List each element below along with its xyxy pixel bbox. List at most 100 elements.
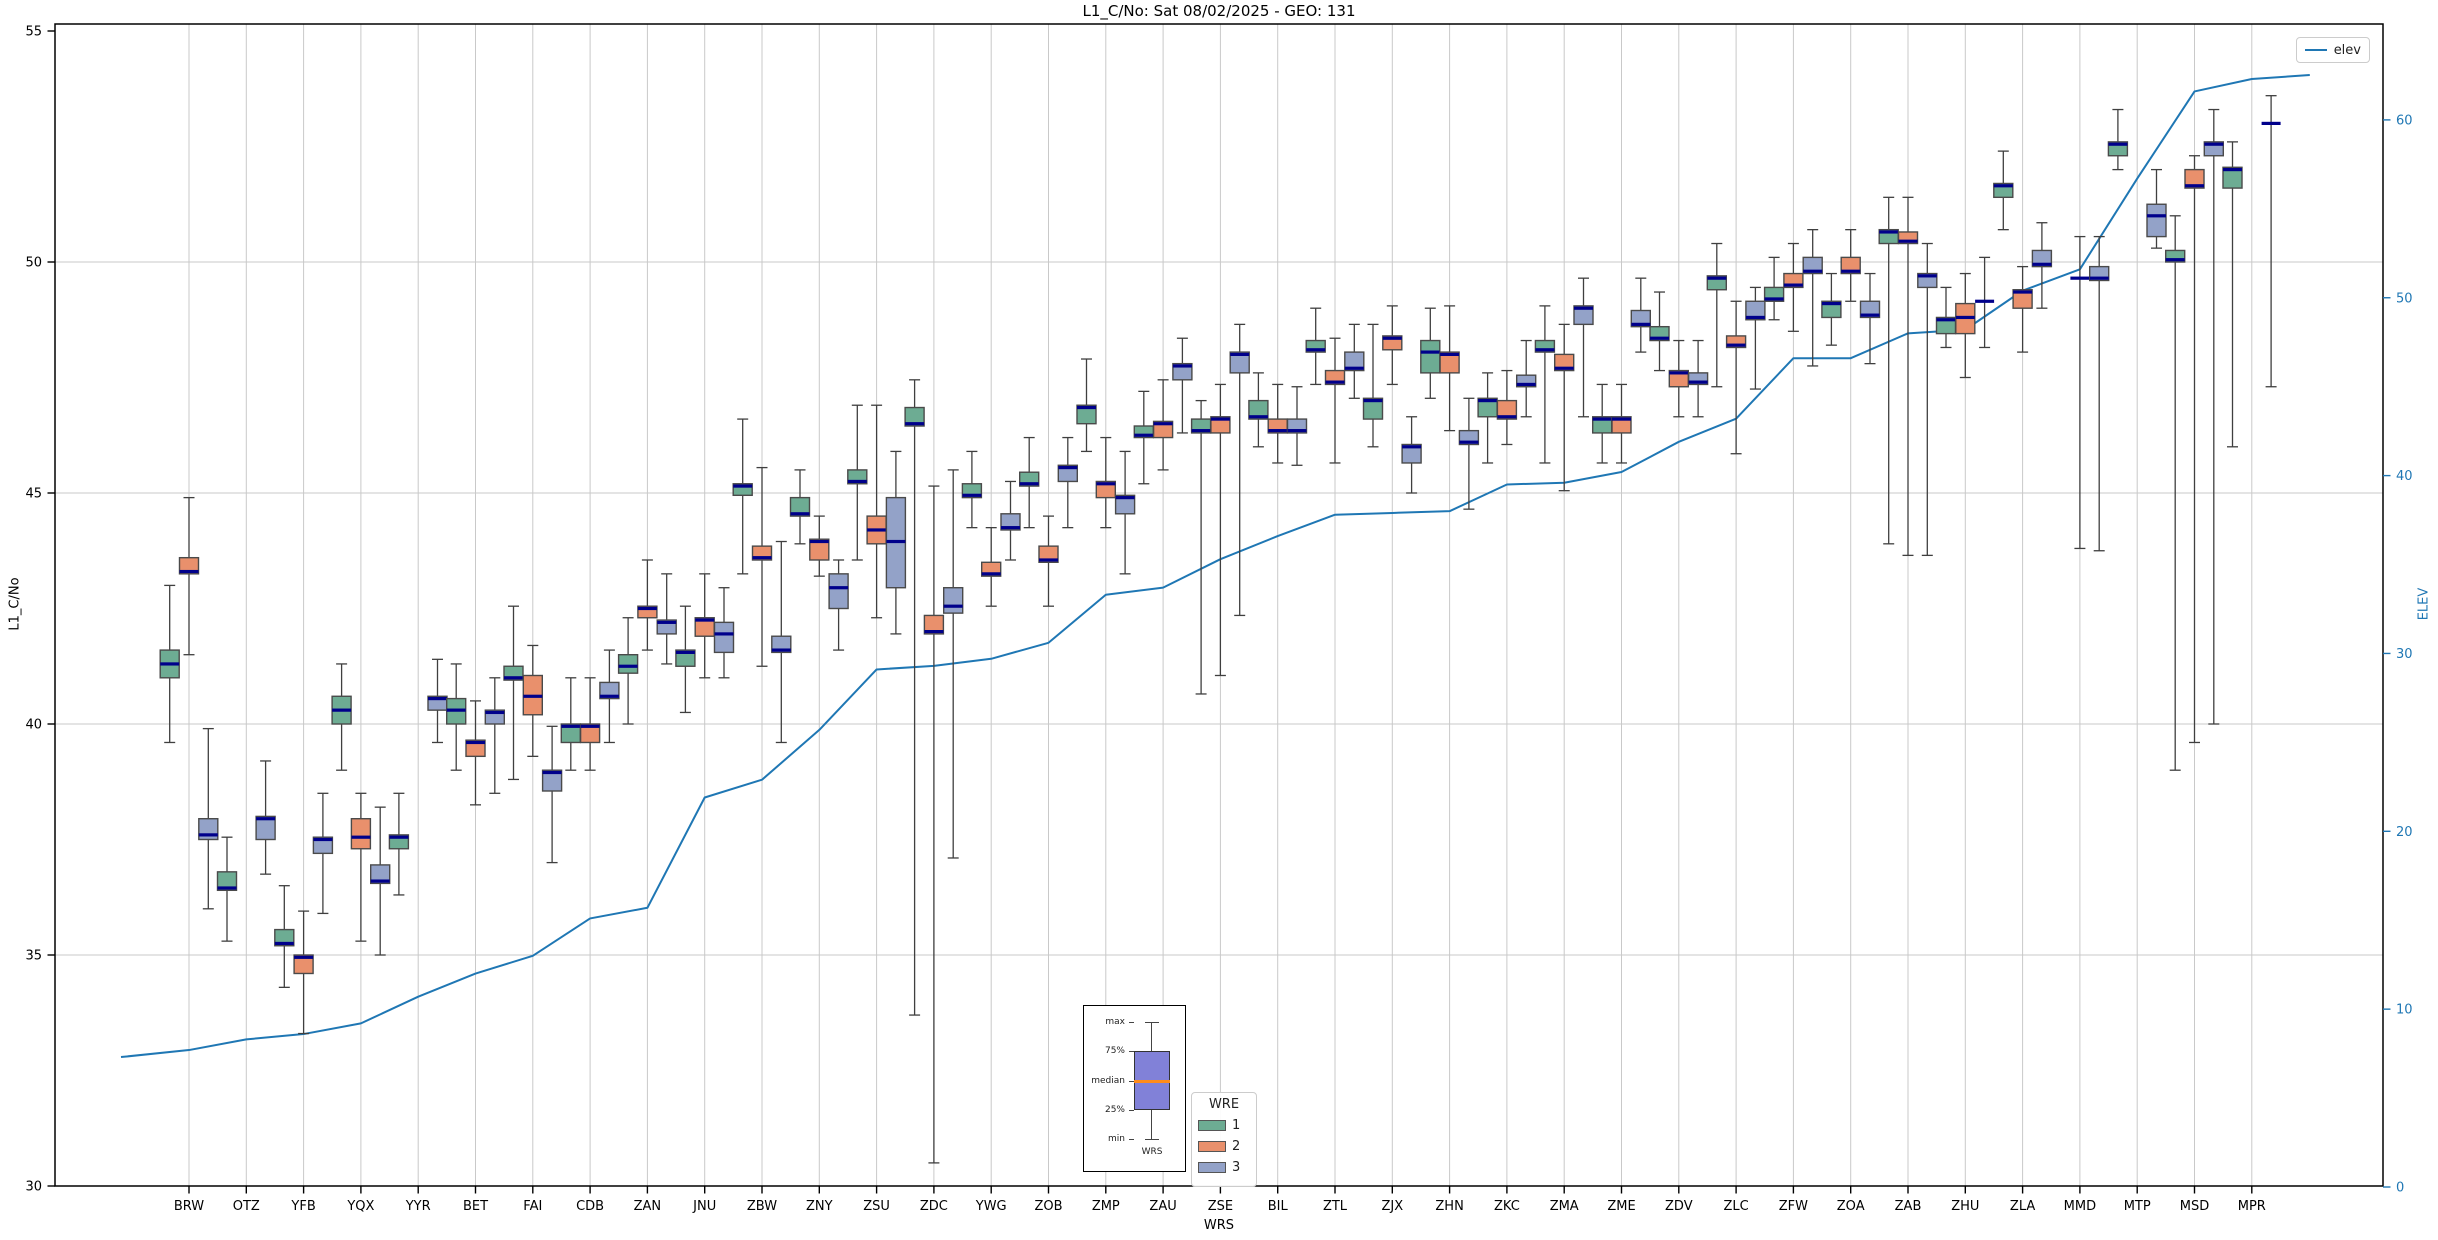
median-line [1879,230,1899,234]
elev-legend-label: elev [2333,42,2361,58]
x-tick-label-ZFW: ZFW [1779,1199,1808,1214]
median-line [580,724,600,728]
median-line [2089,276,2109,280]
median-line [2070,276,2090,280]
wre-legend-item-1[interactable]: 1 [1198,1118,1250,1133]
median-line [1707,276,1727,280]
x-tick-label-YYR: YYR [405,1199,431,1214]
inset-median-line [1134,1080,1170,1083]
box-wre-3-CDB [599,681,620,700]
median-line [1783,283,1803,287]
wre-item-label: 3 [1232,1160,1241,1175]
median-line [657,620,677,624]
box-wre-2-ZLC [1725,335,1747,349]
median-line [790,512,810,516]
box-wre-1-ZHN [1420,339,1441,374]
median-line [1440,352,1460,356]
box-wre-3-FAI [541,769,563,792]
x-tick-label-ZME: ZME [1607,1199,1635,1214]
median-line [1019,482,1039,486]
elev-legend[interactable]: elev [2296,37,2370,63]
median-line [428,696,447,701]
median-line [599,694,619,698]
box-wre-3-ZOB [1057,464,1079,483]
median-line [2165,258,2185,262]
median-line [217,886,237,890]
median-line [771,648,791,652]
median-line [829,586,849,590]
box-wre-3-YFB [312,836,334,855]
median-line [962,493,982,497]
median-line [1402,445,1422,449]
box-wre-2-BRW [178,556,200,575]
x-tick-label-ZKC: ZKC [1494,1199,1520,1214]
box-wre-3-ZTL [1344,351,1365,372]
x-tick-label-ZTL: ZTL [1323,1199,1348,1214]
median-line [675,650,695,654]
y-axis-label-left: L1_C/No [7,577,23,631]
median-line [1535,348,1555,352]
box-wre-3-YWG [1000,513,1021,531]
box-wre-2-ZOB [1038,545,1059,564]
x-tick-label-MPR: MPR [2238,1199,2266,1214]
box-wre-3-MTP [2146,203,2167,238]
box-wre-3-ZOA [1859,300,1881,319]
x-axis-label: WRS [1203,1218,1235,1233]
median-line [1955,315,1975,320]
median-line [1058,465,1078,470]
elev-line [120,73,2310,1059]
median-line [1134,433,1154,437]
median-line [2108,142,2128,146]
median-line [1115,496,1135,500]
box-wre-3-ZMA [1573,305,1594,326]
x-tick-label-ZSU: ZSU [863,1199,890,1214]
box-wre-3-YQX [370,864,391,885]
median-line [370,879,390,883]
box-wre-1-ZTL [1305,339,1326,353]
inset-whisker-cap [1145,1022,1159,1024]
wre-legend[interactable]: WRE 1 2 3 [1191,1092,1257,1187]
box-wre-3-ZLC [1745,300,1766,321]
box-wre-1-JNU [675,649,696,667]
median-line [332,708,352,712]
inset-tick [1129,1139,1134,1140]
box-wre-3-OTZ [255,815,276,841]
wre-legend-item-3[interactable]: 3 [1198,1160,1250,1175]
wre-legend-item-2[interactable]: 2 [1198,1139,1250,1154]
median-line [2223,168,2242,172]
inset-tick [1129,1110,1134,1111]
median-line [1172,364,1192,368]
median-line [198,833,218,837]
x-tick-label-YQX: YQX [346,1199,374,1214]
wre-legend-title: WRE [1208,1097,1240,1112]
box-wre-1-YFB [274,928,295,947]
median-line [561,724,581,728]
box-wre-3-JNU [713,621,735,654]
inset-label-25: 25% [1104,1105,1125,1115]
median-line [1726,343,1746,347]
median-line [1268,429,1288,433]
wre-swatch-icon [1198,1141,1226,1152]
median-line [2032,262,2052,266]
x-tick-label-ZOB: ZOB [1034,1199,1062,1214]
box-wre-2-ZSE [1210,416,1231,434]
chart-title: L1_C/No: Sat 08/02/2025 - GEO: 131 [1082,2,1356,20]
median-line [886,539,906,544]
box-wre-3-ZME [1630,309,1652,328]
median-line [1001,526,1020,530]
x-tick-label-ZMA: ZMA [1550,1199,1579,1214]
box-wre-3-ZBW [771,635,792,654]
median-line [1764,297,1784,301]
median-line [943,604,963,608]
median-line [2013,290,2033,294]
elev-line-sample-icon [2305,49,2327,51]
inset-tick [1129,1081,1134,1082]
box-wre-1-ZNY [789,496,811,517]
inset-tick [1129,1051,1134,1052]
box-wre-2-YQX [350,818,372,850]
x-tick-label-ZBW: ZBW [747,1199,777,1214]
box-wre-2-ZMP [1095,480,1117,499]
median-line [313,837,333,842]
box-wre-2-ZAB [1897,231,1919,245]
y-tick-label-left: 55 [25,25,42,40]
